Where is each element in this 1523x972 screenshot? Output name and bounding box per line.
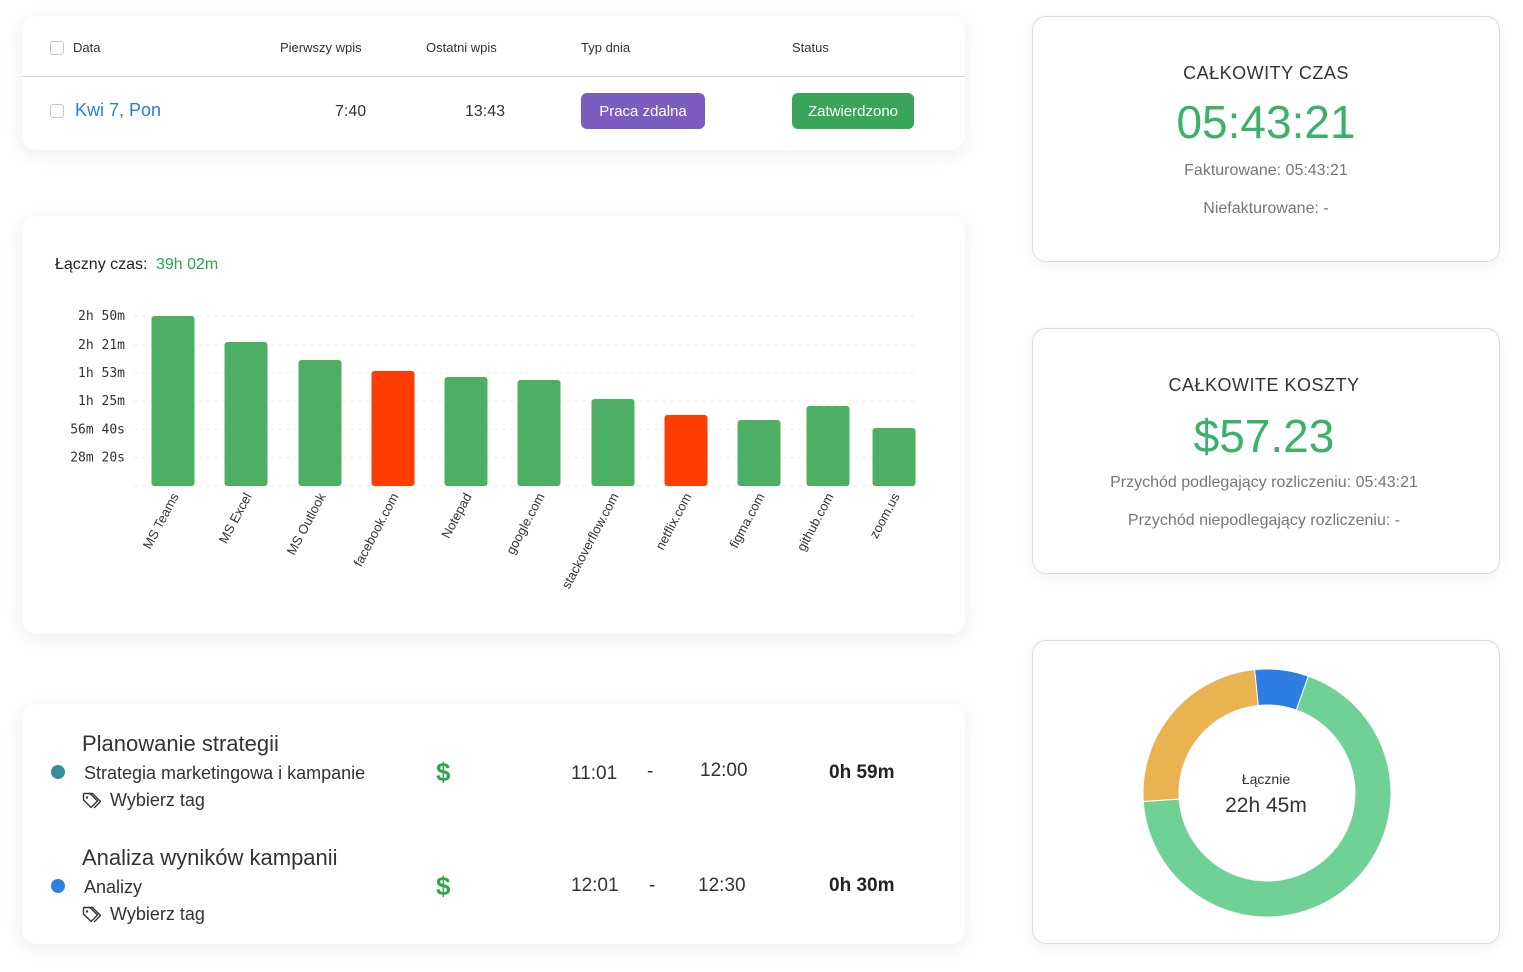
bar-figma-com[interactable]	[737, 420, 781, 486]
row-checkbox[interactable]	[50, 104, 64, 118]
non-billable-revenue: Przychód niepodlegający rozliczeniu: -	[1127, 512, 1401, 529]
y-tick-label: 1h 25m	[78, 394, 125, 409]
total-costs-card: CAŁKOWITE KOSZTY $57.23 Przychód podlega…	[1032, 328, 1500, 574]
bar-ms-outlook[interactable]	[298, 360, 342, 486]
entry-duration[interactable]: 0h 59m	[829, 762, 895, 783]
time-entries-list: Planowanie strategii Strategia marketing…	[22, 704, 965, 944]
tag-icon	[82, 906, 102, 922]
donut-center-label: Łącznie	[1241, 771, 1291, 787]
day-type-badge[interactable]: Praca zdalna	[581, 93, 705, 129]
time-separator: -	[649, 875, 656, 896]
header-divider	[22, 76, 965, 77]
y-tick-label: 1h 53m	[78, 366, 125, 381]
total-costs-value: $57.23	[1193, 410, 1335, 462]
y-tick-label: 28m 20s	[70, 451, 125, 466]
entry-project[interactable]: Strategia marketingowa i kampanie	[84, 763, 366, 783]
bar-ms-teams[interactable]	[151, 316, 195, 486]
entry-title[interactable]: Planowanie strategii	[82, 731, 279, 756]
x-tick-label: Notepad	[438, 490, 474, 540]
donut-segment-1[interactable]	[1142, 675, 1392, 918]
x-tick-label: github.com	[794, 490, 837, 553]
timesheet-table: Data Pierwszy wpis Ostatni wpis Typ dnia…	[22, 16, 965, 150]
bar-facebook-com[interactable]	[371, 371, 415, 486]
activity-chart-card: Łączny czas: 39h 02m 28m 20s 56m 40s 1h 25…	[22, 216, 965, 634]
tag-icon	[82, 792, 102, 808]
x-tick-label: figma.com	[726, 490, 767, 550]
bar-stackoverflow-com[interactable]	[591, 399, 635, 486]
bar-chart: 28m 20s 56m 40s 1h 25m 1h 53m 2h 21m 2h 50m MS…	[70, 309, 917, 591]
billable-dollar-icon[interactable]: $	[436, 871, 451, 901]
time-separator: -	[647, 761, 654, 782]
billable-dollar-icon[interactable]: $	[436, 757, 451, 787]
x-tick-label: facebook.com	[350, 490, 401, 569]
donut-chart	[1142, 668, 1392, 918]
entry-end-time[interactable]: 12:30	[698, 875, 746, 896]
bar-notepad[interactable]	[444, 377, 488, 486]
total-costs-label: CAŁKOWITE KOSZTY	[1168, 375, 1360, 395]
bar-google-com[interactable]	[517, 380, 561, 486]
status-badge[interactable]: Zatwierdzono	[792, 93, 914, 129]
total-time-label: CAŁKOWITY CZAS	[1183, 63, 1349, 83]
x-tick-label: stackoverflow.com	[559, 490, 622, 591]
y-tick-label: 2h 50m	[78, 309, 125, 324]
header-first-entry[interactable]: Pierwszy wpis	[280, 40, 362, 55]
x-tick-label: netflix.com	[652, 490, 694, 552]
tag-selector-label: Wybierz tag	[110, 904, 205, 924]
billable-revenue: Przychód podlegający rozliczeniu: 05:43:…	[1110, 474, 1418, 491]
entry-project[interactable]: Analizy	[84, 877, 143, 897]
x-tick-label: google.com	[503, 490, 548, 556]
chart-title-label: Łączny czas:	[55, 256, 148, 273]
entry-end-time[interactable]: 12:00	[700, 760, 748, 781]
chart-total-value: 39h 02m	[155, 256, 219, 273]
select-all-checkbox[interactable]	[50, 41, 64, 55]
x-tick-label: MS Teams	[140, 490, 182, 551]
header-last-entry[interactable]: Ostatni wpis	[426, 40, 497, 55]
project-color-dot	[51, 879, 65, 893]
total-time-card: CAŁKOWITY CZAS 05:43:21 Fakturowane: 05:…	[1032, 16, 1500, 262]
bar-zoom-us[interactable]	[872, 428, 916, 486]
row-date-link[interactable]: Kwi 7, Pon	[75, 100, 162, 120]
header-date[interactable]: Data	[73, 40, 101, 55]
project-color-dot	[51, 765, 65, 779]
x-tick-label: zoom.us	[866, 490, 903, 541]
entry-title[interactable]: Analiza wyników kampanii	[82, 845, 338, 870]
y-tick-label: 56m 40s	[70, 422, 125, 437]
bar-netflix-com[interactable]	[664, 415, 708, 486]
entry-start-time[interactable]: 12:01	[571, 875, 619, 896]
y-tick-label: 2h 21m	[78, 338, 125, 353]
donut-center-total: 22h 45m	[1225, 794, 1307, 817]
bar-github-com[interactable]	[806, 406, 850, 486]
row-first-entry: 7:40	[335, 103, 367, 120]
entry-start-time[interactable]: 11:01	[571, 763, 618, 784]
bar-ms-excel[interactable]	[224, 342, 268, 486]
total-time-value: 05:43:21	[1176, 96, 1356, 148]
tag-selector[interactable]: Wybierz tag	[82, 790, 205, 811]
row-last-entry: 13:43	[465, 103, 506, 120]
header-status[interactable]: Status	[792, 40, 829, 55]
x-tick-label: MS Outlook	[284, 490, 329, 557]
tag-selector-label: Wybierz tag	[110, 790, 205, 810]
donut-segment-2[interactable]	[1142, 669, 1259, 803]
entry-duration[interactable]: 0h 30m	[829, 875, 895, 896]
tag-selector[interactable]: Wybierz tag	[82, 904, 205, 925]
non-billable-time: Niefakturowane: -	[1203, 200, 1329, 217]
x-tick-label: MS Excel	[216, 490, 255, 546]
chart-title: Łączny czas: 39h 02m	[55, 256, 218, 274]
header-day-type[interactable]: Typ dnia	[581, 40, 631, 55]
billable-time: Fakturowane: 05:43:21	[1184, 162, 1348, 179]
donut-chart-card: Łącznie 22h 45m	[1032, 640, 1500, 944]
